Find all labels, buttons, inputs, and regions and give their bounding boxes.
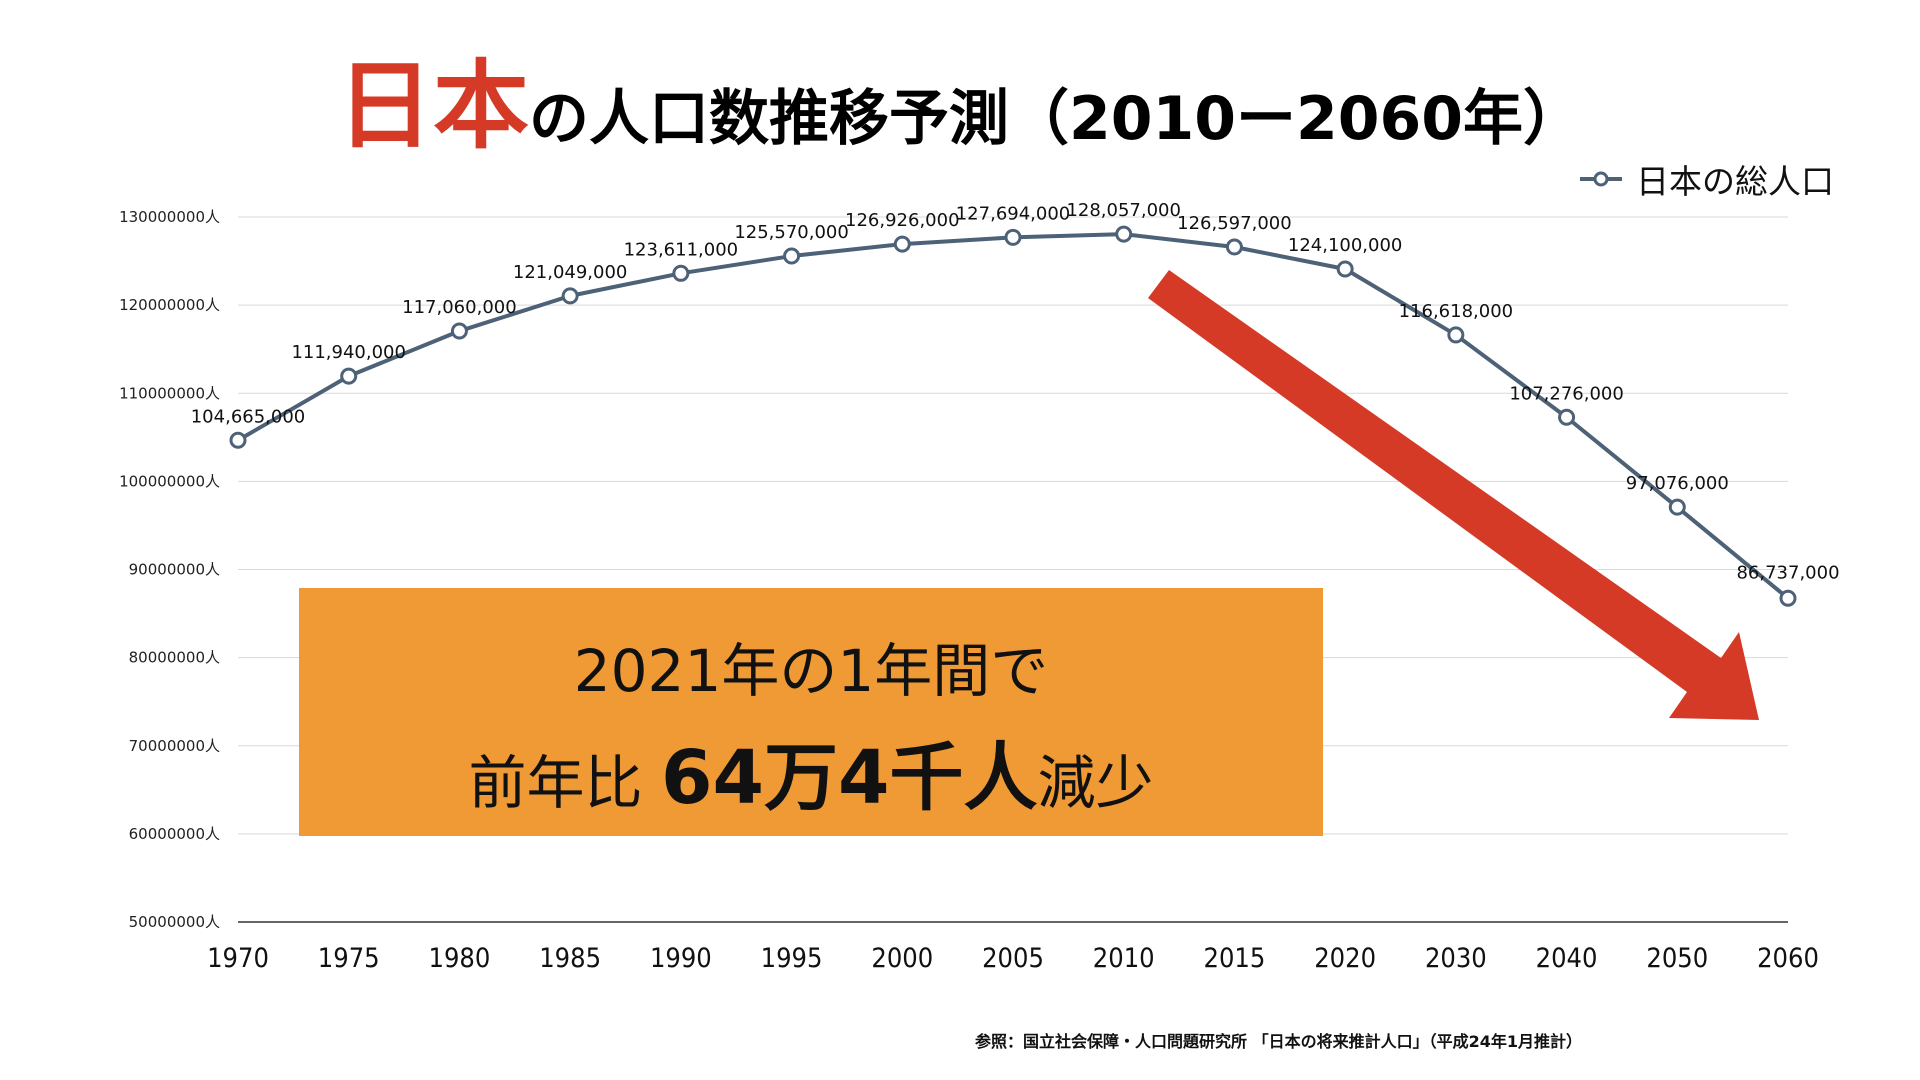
x-tick-label: 2020 <box>1314 943 1376 974</box>
data-point <box>1225 238 1243 256</box>
data-point <box>1558 408 1576 426</box>
data-point <box>561 287 579 305</box>
y-tick-label: 130000000人 <box>119 208 220 226</box>
y-axis-ticks: 130000000人 120000000人 110000000人 100000000人… <box>119 208 220 931</box>
title-rest: の人口数推移予測（2010ー2060年） <box>529 84 1583 154</box>
y-tick-label: 110000000人 <box>119 384 220 402</box>
data-point <box>1336 260 1354 278</box>
y-tick-label: 90000000人 <box>129 561 220 579</box>
page-title: 日本の人口数推移予測（2010ー2060年） <box>0 28 1920 167</box>
data-label: 86,737,000 <box>1736 562 1839 583</box>
data-label: 111,940,000 <box>291 342 406 363</box>
data-point <box>1447 326 1465 344</box>
trend-arrow <box>1148 270 1759 720</box>
data-point <box>450 322 468 340</box>
data-labels: 104,665,000 111,940,000 117,060,000 121,049… <box>191 200 1840 583</box>
data-label: 97,076,000 <box>1626 473 1729 494</box>
data-label: 126,926,000 <box>845 210 960 231</box>
data-label: 123,611,000 <box>624 239 739 260</box>
y-tick-label: 70000000人 <box>129 737 220 755</box>
data-point <box>672 264 690 282</box>
data-label: 127,694,000 <box>956 203 1071 224</box>
callout-highlight: 64万4千人 <box>660 735 1038 821</box>
chart-legend: 日本の総人口 <box>1580 155 1834 203</box>
x-tick-label: 1995 <box>761 943 823 974</box>
x-tick-label: 1975 <box>318 943 380 974</box>
y-tick-label: 50000000人 <box>129 913 220 931</box>
series-total-population <box>229 225 1797 607</box>
y-tick-label: 80000000人 <box>129 649 220 667</box>
callout-prefix: 前年比 <box>468 749 643 817</box>
callout-line-2: 前年比 64万4千人減少 <box>299 718 1323 825</box>
data-label: 124,100,000 <box>1288 235 1403 256</box>
data-point <box>340 367 358 385</box>
x-tick-label: 2050 <box>1646 943 1708 974</box>
x-tick-label: 2030 <box>1425 943 1487 974</box>
data-label: 104,665,000 <box>191 406 306 427</box>
x-tick-label: 1980 <box>429 943 491 974</box>
x-tick-label: 2000 <box>871 943 933 974</box>
x-tick-label: 1990 <box>650 943 712 974</box>
x-tick-label: 2040 <box>1536 943 1598 974</box>
data-label: 116,618,000 <box>1399 301 1514 322</box>
data-label: 107,276,000 <box>1509 383 1624 404</box>
x-tick-label: 2010 <box>1093 943 1155 974</box>
callout-box: 2021年の1年間で 前年比 64万4千人減少 <box>299 588 1323 836</box>
x-axis-ticks: 1970 1975 1980 1985 1990 1995 2000 2005 2010 2015… <box>207 943 1819 974</box>
data-point <box>1779 589 1797 607</box>
data-point <box>783 247 801 265</box>
x-tick-label: 1985 <box>539 943 601 974</box>
legend-label: 日本の総人口 <box>1636 162 1834 201</box>
x-tick-label: 2015 <box>1204 943 1266 974</box>
x-tick-label: 2005 <box>982 943 1044 974</box>
y-tick-label: 100000000人 <box>119 472 220 490</box>
data-label: 117,060,000 <box>402 297 517 318</box>
data-point <box>229 431 247 449</box>
data-point <box>1004 228 1022 246</box>
data-point <box>1668 498 1686 516</box>
callout-suffix: 減少 <box>1037 749 1154 817</box>
data-label: 121,049,000 <box>513 262 628 283</box>
x-tick-label: 2060 <box>1757 943 1819 974</box>
source-citation: 参照：国立社会保障・人口問題研究所 「日本の将来推計人口」（平成24年1月推計） <box>975 1032 1582 1051</box>
legend-marker-icon <box>1580 171 1622 187</box>
y-tick-label: 120000000人 <box>119 296 220 314</box>
y-tick-label: 60000000人 <box>129 825 220 843</box>
title-accent: 日本 <box>337 50 529 162</box>
data-label: 128,057,000 <box>1066 200 1181 221</box>
data-point <box>893 235 911 253</box>
data-label: 126,597,000 <box>1177 213 1292 234</box>
data-label: 125,570,000 <box>734 222 849 243</box>
callout-line-1: 2021年の1年間で <box>573 637 1049 705</box>
x-tick-label: 1970 <box>207 943 269 974</box>
data-point <box>1115 225 1133 243</box>
down-arrow-shape <box>1148 270 1759 720</box>
